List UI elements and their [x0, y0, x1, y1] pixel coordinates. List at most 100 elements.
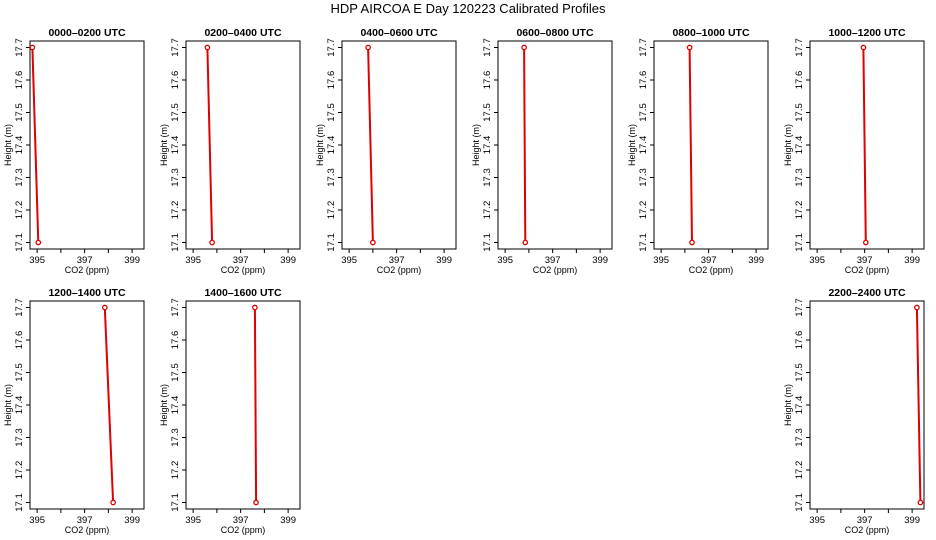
y-tick-label: 17.7	[170, 38, 181, 57]
panel-title: 1400–1600 UTC	[204, 287, 281, 299]
data-point	[689, 239, 695, 246]
y-tick-label: 17.7	[14, 38, 25, 57]
data-point	[101, 304, 108, 311]
profile-line	[367, 47, 374, 243]
data-point	[370, 239, 376, 246]
panel-title: 2200–2400 UTC	[828, 287, 905, 299]
plot-frame	[185, 40, 301, 250]
y-tick-label: 17.7	[794, 38, 805, 57]
y-tick-label: 17.6	[14, 331, 25, 350]
plot-frame	[185, 300, 301, 510]
y-tick-label: 17.5	[170, 363, 181, 382]
x-tick-label: 399	[904, 255, 920, 266]
y-tick-label: 17.3	[794, 168, 805, 187]
x-tick-label: 397	[545, 255, 561, 266]
y-tick-label: 17.5	[794, 103, 805, 122]
panel-title: 1000–1200 UTC	[828, 27, 905, 39]
y-tick-label: 17.3	[794, 428, 805, 447]
x-tick-label: 399	[436, 255, 452, 266]
x-tick-label: 397	[857, 255, 873, 266]
data-point	[209, 239, 215, 246]
x-axis-label: CO2 (ppm)	[221, 265, 266, 275]
y-tick-label: 17.4	[170, 396, 181, 415]
x-tick-label: 395	[497, 255, 513, 266]
y-axis-label: Height (m)	[159, 124, 169, 166]
profile-line	[206, 47, 214, 243]
plot-frame	[497, 40, 613, 250]
y-tick-label: 17.5	[326, 103, 337, 122]
y-tick-label: 17.4	[326, 136, 337, 155]
y-tick-label: 17.1	[170, 493, 181, 512]
y-tick-label: 17.6	[638, 71, 649, 90]
y-tick-label: 17.4	[794, 136, 805, 155]
data-point	[686, 44, 693, 51]
profile-line	[523, 47, 527, 243]
y-tick-label: 17.4	[794, 396, 805, 415]
profile-line	[915, 307, 922, 503]
y-tick-label: 17.3	[170, 168, 181, 187]
y-tick-label: 17.1	[326, 233, 337, 252]
y-axis-label: Height (m)	[3, 124, 13, 166]
y-axis-label: Height (m)	[783, 384, 793, 426]
y-axis-label: Height (m)	[159, 384, 169, 426]
plot-frame	[29, 300, 145, 510]
data-point	[35, 239, 42, 246]
y-tick-label: 17.5	[14, 103, 25, 122]
y-tick-label: 17.3	[482, 168, 493, 187]
y-tick-label: 17.1	[14, 233, 25, 252]
x-axis-label: CO2 (ppm)	[65, 525, 110, 535]
plot-frame	[341, 40, 457, 250]
y-tick-label: 17.6	[482, 71, 493, 90]
x-axis-label: CO2 (ppm)	[377, 265, 422, 275]
x-axis-label: CO2 (ppm)	[689, 265, 734, 275]
figure-title: HDP AIRCOA E Day 120223 Calibrated Profi…	[330, 1, 606, 16]
profile-panel: 1000–1200 UTC 395 397 399 17.1 17.2 17.3 17.4 17…	[783, 27, 925, 275]
profile-panel: 0600–0800 UTC 395 397 399 17.1 17.2 17.3 17.4 17…	[471, 27, 613, 275]
x-axis-label: CO2 (ppm)	[533, 265, 578, 275]
y-tick-label: 17.3	[170, 428, 181, 447]
data-point	[204, 44, 211, 51]
panel-title: 0600–0800 UTC	[516, 27, 593, 39]
x-tick-label: 399	[904, 515, 920, 526]
x-tick-label: 399	[124, 515, 140, 526]
x-tick-label: 397	[701, 255, 717, 266]
y-tick-label: 17.6	[14, 71, 25, 90]
x-tick-label: 399	[748, 255, 764, 266]
x-axis-label: CO2 (ppm)	[221, 525, 266, 535]
panel-title: 0000–0200 UTC	[48, 27, 125, 39]
x-tick-label: 395	[185, 255, 201, 266]
x-tick-label: 395	[29, 255, 45, 266]
x-axis-label: CO2 (ppm)	[845, 265, 890, 275]
y-tick-label: 17.4	[638, 136, 649, 155]
x-tick-label: 397	[77, 255, 93, 266]
y-tick-label: 17.4	[14, 396, 25, 415]
y-tick-label: 17.6	[170, 71, 181, 90]
y-tick-label: 17.2	[638, 201, 649, 220]
y-tick-label: 17.1	[794, 493, 805, 512]
y-tick-label: 17.2	[170, 461, 181, 480]
x-tick-label: 397	[77, 515, 93, 526]
y-tick-label: 17.2	[14, 201, 25, 220]
y-tick-label: 17.1	[482, 233, 493, 252]
profile-panel: 0800–1000 UTC 395 397 399 17.1 17.2 17.3 17.4 17…	[627, 27, 769, 275]
data-point	[29, 44, 36, 51]
data-point	[917, 499, 924, 506]
y-tick-label: 17.6	[794, 331, 805, 350]
x-tick-label: 395	[29, 515, 45, 526]
data-point	[522, 239, 529, 246]
x-axis-label: CO2 (ppm)	[65, 265, 110, 275]
x-axis-label: CO2 (ppm)	[845, 525, 890, 535]
y-tick-label: 17.4	[482, 136, 493, 155]
plot-frame	[809, 40, 925, 250]
y-tick-label: 17.5	[482, 103, 493, 122]
y-tick-label: 17.4	[170, 136, 181, 155]
y-tick-label: 17.1	[14, 493, 25, 512]
y-tick-label: 17.5	[794, 363, 805, 382]
y-axis-label: Height (m)	[783, 124, 793, 166]
panel-title: 0400–0600 UTC	[360, 27, 437, 39]
y-tick-label: 17.6	[326, 71, 337, 90]
x-tick-label: 397	[233, 515, 249, 526]
y-tick-label: 17.1	[794, 233, 805, 252]
data-point	[914, 304, 920, 311]
